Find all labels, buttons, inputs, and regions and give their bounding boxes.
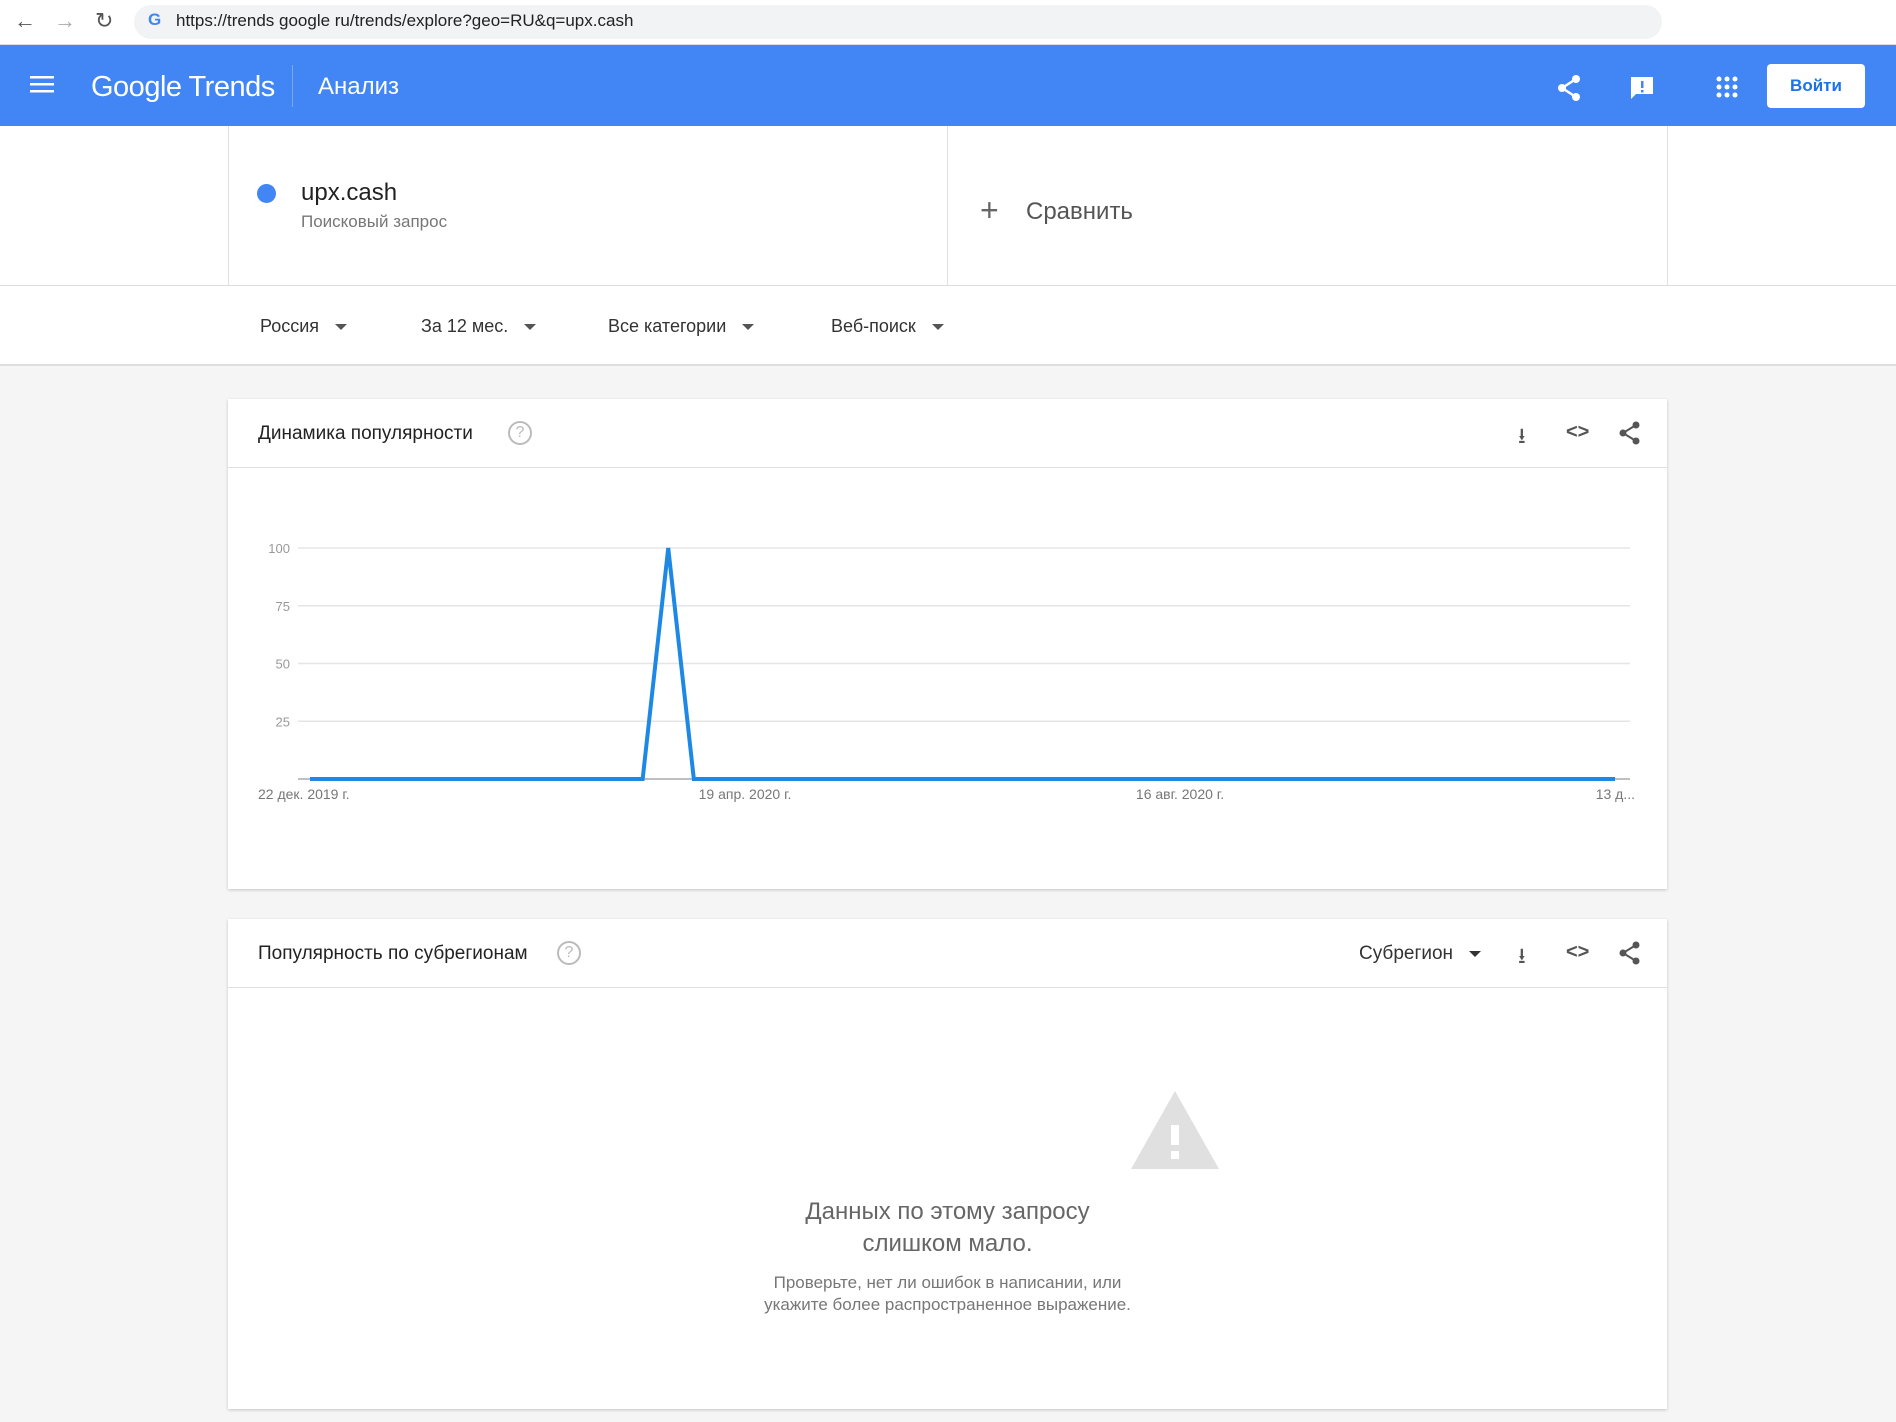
search-term-card[interactable]: upx.cash Поисковый запрос [229, 126, 947, 286]
category-label: Все категории [608, 316, 727, 336]
download-icon[interactable]: ⭳ [1518, 943, 1526, 968]
embed-icon[interactable]: <> [1566, 421, 1590, 443]
warning-icon [1131, 1091, 1219, 1169]
subregion-dropdown-label: Субрегион [1359, 943, 1454, 964]
empty-title-line-1: Данных по этому запросу [805, 1198, 1090, 1225]
logo[interactable]: Google Trends [91, 71, 275, 103]
dropdown-arrow-icon [524, 324, 537, 331]
page-title: Анализ [318, 73, 400, 100]
plus-icon: + [980, 192, 999, 228]
share-icon[interactable] [1557, 75, 1581, 101]
dropdown-arrow-icon [1469, 950, 1482, 957]
search-type-label: Веб-поиск [831, 316, 916, 336]
empty-text-line-1: Проверьте, нет ли ошибок в написании, ил… [773, 1273, 1122, 1292]
divider [292, 65, 293, 107]
period-label: За 12 мес. [421, 316, 509, 336]
card-header: Динамика популярности ? ⭳ <> [228, 399, 1667, 468]
divider [1667, 126, 1668, 286]
dropdown-arrow-icon [335, 324, 348, 331]
empty-title-line-2: слишком мало. [862, 1230, 1033, 1257]
y-tick-label: 25 [276, 714, 290, 729]
region-dropdown[interactable]: Россия [260, 316, 348, 337]
interest-over-time-card: Динамика популярности ? ⭳ <> 25 50 75 100 22… [228, 399, 1667, 889]
embed-icon[interactable]: <> [1566, 941, 1590, 963]
menu-icon[interactable] [30, 74, 54, 94]
apps-icon[interactable] [1716, 76, 1738, 98]
compare-button[interactable]: + Сравнить [948, 126, 1667, 286]
browser-bar: ← → ↻ G https://trends google ru/trends/… [0, 0, 1896, 45]
help-icon[interactable]: ? [508, 421, 532, 445]
url-text[interactable]: https://trends google ru/trends/explore?… [176, 11, 634, 30]
card-title: Популярность по субрегионам [258, 943, 528, 964]
y-tick-label: 100 [268, 541, 290, 556]
divider [228, 126, 229, 286]
download-icon[interactable]: ⭳ [1518, 423, 1526, 448]
x-tick-label: 22 дек. 2019 г. [258, 786, 350, 802]
share-icon[interactable] [1619, 941, 1641, 965]
dropdown-arrow-icon [931, 324, 944, 331]
x-tick-label: 13 д... [1596, 786, 1635, 802]
search-terms-bar: upx.cash Поисковый запрос + Сравнить [0, 126, 1896, 286]
x-tick-label: 19 апр. 2020 г. [699, 786, 792, 802]
subregion-card: Популярность по субрегионам ? Субрегион … [228, 919, 1667, 1409]
term-color-dot [257, 184, 276, 203]
category-dropdown[interactable]: Все категории [608, 316, 755, 337]
help-icon[interactable]: ? [557, 941, 581, 965]
dropdown-arrow-icon [742, 324, 755, 331]
filter-bar: Россия За 12 мес. Все категории Веб-поис… [0, 286, 1896, 366]
feedback-icon[interactable] [1629, 75, 1655, 101]
card-header: Популярность по субрегионам ? Субрегион … [228, 919, 1667, 988]
address-bar[interactable] [134, 5, 1662, 39]
search-term-type: Поисковый запрос [301, 212, 448, 231]
card-title: Динамика популярности [258, 423, 473, 444]
app-header: Google Trends Анализ Войти [0, 45, 1896, 126]
subregion-dropdown[interactable]: Субрегион [1359, 943, 1482, 965]
back-icon[interactable]: ← [14, 8, 36, 33]
period-dropdown[interactable]: За 12 мес. [421, 316, 537, 337]
region-label: Россия [260, 316, 320, 336]
empty-text-line-2: укажите более распространенное выражение… [764, 1295, 1131, 1314]
share-icon[interactable] [1619, 421, 1641, 445]
reload-icon[interactable]: ↻ [95, 8, 114, 33]
divider [947, 126, 948, 286]
series-line-upx-cash [310, 547, 1615, 781]
x-tick-label: 16 авг. 2020 г. [1136, 786, 1224, 802]
compare-label: Сравнить [1026, 198, 1133, 225]
y-tick-label: 50 [276, 657, 290, 672]
login-button[interactable]: Войти [1767, 64, 1865, 108]
search-type-dropdown[interactable]: Веб-поиск [831, 316, 944, 337]
search-term[interactable]: upx.cash [301, 179, 398, 206]
google-icon: G [148, 10, 162, 29]
interest-line-chart[interactable]: 25 50 75 100 22 дек. 2019 г. 19 апр. 2020 г. 1… [228, 468, 1667, 888]
forward-icon[interactable]: → [54, 8, 76, 33]
y-tick-label: 75 [276, 599, 290, 614]
